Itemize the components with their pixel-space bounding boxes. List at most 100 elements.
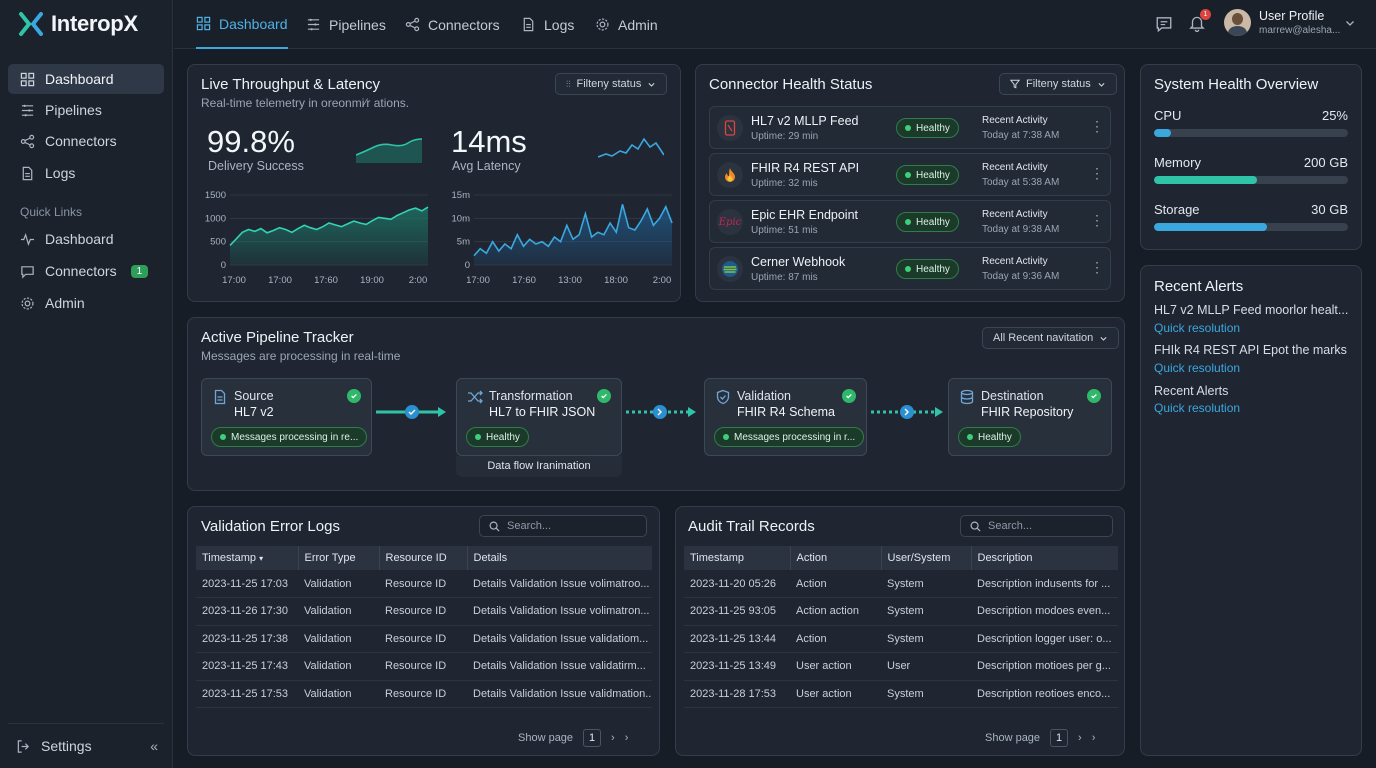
app-logo[interactable]: InteropX — [18, 10, 138, 38]
latency-area-chart: 15m 10m 5m 0 17:00 17:60 13:00 18:00 2:00 — [452, 190, 673, 286]
tab-label: Admin — [618, 16, 658, 33]
metric-label: Storage — [1154, 202, 1200, 217]
table-row[interactable]: 2023-11-20 05:26 Action System Description … — [684, 570, 1118, 598]
column-header[interactable]: Timestamp — [684, 546, 790, 570]
latency-xtick: 13:00 — [558, 275, 582, 286]
pulse-icon — [20, 232, 35, 246]
page-number[interactable]: 1 — [1050, 729, 1069, 747]
settings-button[interactable]: Settings « — [8, 731, 164, 761]
status-badge: Healthy — [896, 212, 959, 232]
bar-fill — [1154, 129, 1172, 137]
quick-link-admin[interactable]: Admin — [8, 288, 164, 318]
table-row[interactable]: 2023-11-25 13:49 User action User Descripti… — [684, 652, 1118, 681]
page-number[interactable]: 1 — [583, 729, 602, 747]
status-filter-dropdown[interactable]: Filteny status — [999, 73, 1117, 95]
node-value: HL7 v2 — [234, 405, 274, 419]
connector-row[interactable]: HL7 v2 MLLP Feed Uptime: 29 min Healthy … — [709, 106, 1111, 149]
system-health-card: System Health Overview CPU 25% Memory 20… — [1140, 64, 1362, 250]
more-options-icon[interactable]: ⋮ — [1090, 118, 1104, 134]
check-icon — [597, 389, 611, 403]
search-input[interactable]: Search... — [960, 515, 1113, 537]
throughput-ytick: 0 — [221, 260, 226, 271]
activity-time: Today at 9:38 AM — [982, 224, 1060, 235]
column-header[interactable]: Resource ID — [378, 546, 467, 570]
chat-icon — [21, 265, 34, 279]
navigation-dropdown[interactable]: All Recent navitation — [982, 327, 1120, 349]
sidebar-item-logs[interactable]: Logs — [8, 158, 164, 188]
search-input[interactable]: Search... — [479, 515, 647, 537]
quick-resolution-link[interactable]: Quick resolution — [1154, 361, 1241, 375]
table-row[interactable]: 2023-11-25 17:43 Validation Resource ID Det… — [196, 652, 652, 681]
tab-logs[interactable]: Logs — [521, 0, 574, 49]
pipeline-node-source[interactable]: Source HL7 v2 Messages processing in re.… — [201, 378, 372, 456]
more-options-icon[interactable]: ⋮ — [1090, 165, 1104, 181]
pipeline-node-transformation[interactable]: Transformation HL7 to FHIR JSON Healthy — [456, 378, 622, 456]
sidebar-item-label: Dashboard — [45, 71, 114, 87]
latency-xtick: 17:60 — [512, 275, 536, 286]
collapse-sidebar-icon[interactable]: « — [150, 738, 158, 754]
metric-label: Memory — [1154, 155, 1201, 170]
sidebar-item-connectors[interactable]: Connectors — [8, 126, 164, 156]
more-options-icon[interactable]: ⋮ — [1090, 212, 1104, 228]
column-header[interactable]: Error Type — [297, 546, 379, 570]
search-icon — [489, 521, 500, 532]
gear-icon — [21, 296, 34, 310]
check-icon — [1087, 389, 1101, 403]
pipeline-node-validation[interactable]: Validation FHIR R4 Schema Messages proce… — [704, 378, 867, 456]
activity-label: Recent Activity — [982, 209, 1048, 220]
column-header[interactable]: User/System — [880, 546, 971, 570]
flow-arrow — [376, 405, 446, 419]
more-options-icon[interactable]: ⋮ — [1090, 259, 1104, 275]
tab-pipelines[interactable]: Pipelines — [306, 0, 386, 49]
table-row[interactable]: 2023-11-25 17:38 Validation Resource ID Det… — [196, 625, 652, 653]
throughput-ytick: 500 — [210, 237, 226, 248]
pager-label: Show page — [985, 732, 1041, 744]
status-badge: Healthy — [896, 259, 959, 279]
sidebar-item-pipelines[interactable]: Pipelines — [8, 95, 164, 125]
chevron-right-icon[interactable]: › — [1078, 732, 1082, 744]
table-row[interactable]: 2023-11-26 17:30 Validation Resource ID Det… — [196, 597, 652, 626]
node-value: HL7 to FHIR JSON — [489, 405, 596, 419]
latency-ytick: 5m — [457, 237, 470, 248]
column-header-timestamp[interactable]: Timestamp ▾ — [196, 546, 298, 570]
table-row[interactable]: 2023-11-25 17:03 Validation Resource ID Det… — [196, 570, 652, 598]
throughput-xtick: 17:00 — [222, 275, 246, 286]
chevron-right-icon[interactable]: › — [624, 732, 629, 744]
tab-dashboard[interactable]: Dashboard — [196, 0, 288, 49]
user-profile-menu[interactable]: User Profile marrew@alesha... — [1224, 8, 1364, 40]
tab-connectors[interactable]: Connectors — [405, 0, 500, 49]
kpi-latency-label: Avg Latency — [452, 159, 521, 173]
pager-label: Show page — [518, 732, 574, 744]
quick-link-dashboard[interactable]: Dashboard — [8, 224, 164, 254]
storage-usage-bar — [1154, 223, 1348, 231]
connector-row[interactable]: Cerner Webhook Uptime: 87 mis Healthy Re… — [709, 247, 1111, 290]
status-filter-dropdown[interactable]: ⫶⫶ Filteny status — [555, 73, 668, 95]
quick-resolution-link[interactable]: Quick resolution — [1154, 321, 1241, 335]
column-header[interactable]: Description — [970, 546, 1118, 570]
column-header[interactable]: Details — [466, 546, 652, 570]
messages-button[interactable] — [1155, 15, 1173, 33]
column-header[interactable]: Action — [789, 546, 881, 570]
quick-link-connectors[interactable]: Connectors 1 — [8, 256, 164, 286]
sidebar: InteropX Dashboard Pipelines Connectors … — [0, 0, 173, 768]
latency-ytick: 15m — [452, 190, 471, 201]
connector-row[interactable]: Epic Epic EHR Endpoint Uptime: 51 mis He… — [709, 200, 1111, 243]
tab-admin[interactable]: Admin — [595, 0, 658, 49]
node-label: Destination — [981, 389, 1044, 403]
connector-name: Cerner Webhook — [751, 255, 846, 269]
quick-resolution-link[interactable]: Quick resolution — [1154, 401, 1241, 415]
pipeline-node-destination[interactable]: Destination FHIR Repository Healthy — [948, 378, 1112, 456]
flow-caption: Data flow Iranimation — [456, 456, 622, 477]
notifications-button[interactable]: 1 — [1188, 9, 1211, 34]
chevron-down-icon — [1098, 82, 1105, 87]
table-row[interactable]: 2023-11-25 93:05 Action action System Descr… — [684, 597, 1118, 626]
connector-row[interactable]: FHIR R4 REST API Uptime: 32 mis Healthy … — [709, 153, 1111, 196]
chevron-right-icon[interactable]: › — [1091, 732, 1096, 744]
table-row[interactable]: 2023-11-28 17:53 User action System Descrip… — [684, 680, 1118, 708]
table-row[interactable]: 2023-11-25 17:53 Validation Resource ID Det… — [196, 680, 652, 708]
table-row[interactable]: 2023-11-25 13:44 Action System Description … — [684, 625, 1118, 653]
activity-label: Recent Activity — [982, 256, 1048, 267]
chevron-right-icon[interactable]: › — [611, 732, 615, 744]
logo-x-icon — [19, 12, 43, 36]
sidebar-item-dashboard[interactable]: Dashboard — [8, 64, 164, 94]
